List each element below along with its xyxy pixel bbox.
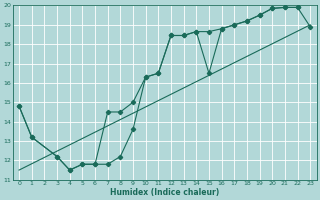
X-axis label: Humidex (Indice chaleur): Humidex (Indice chaleur) — [110, 188, 219, 197]
